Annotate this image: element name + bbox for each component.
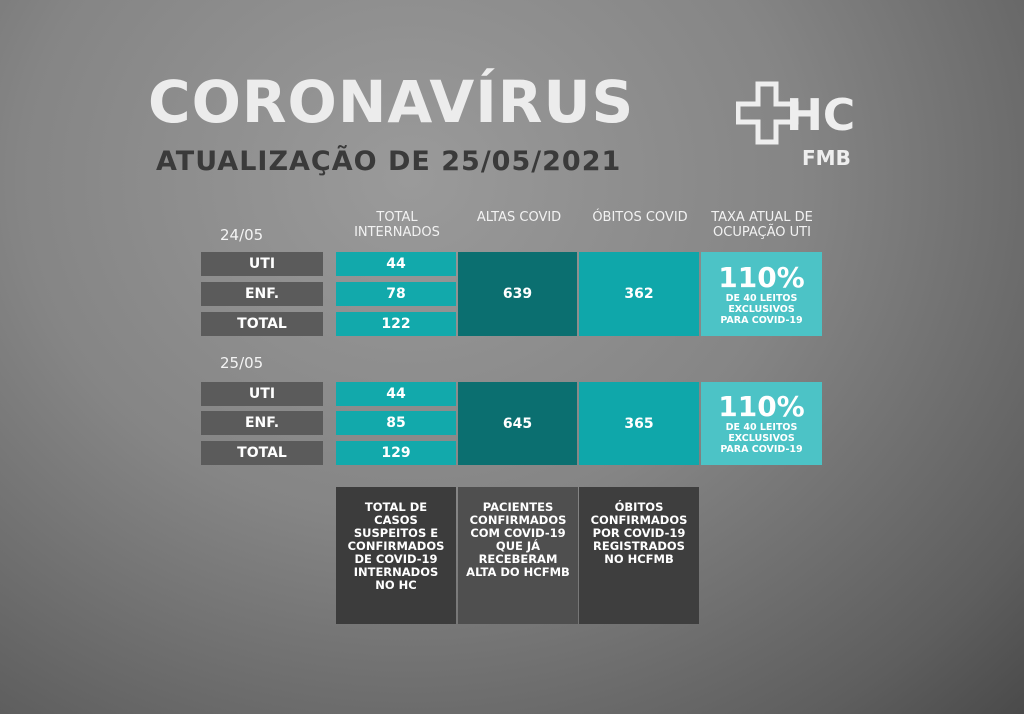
footnote-altas: PACIENTES CONFIRMADOS COM COVID-19 QUE J… xyxy=(458,487,578,624)
taxa-note: DE 40 LEITOS EXCLUSIVOS PARA COVID-19 xyxy=(720,422,803,455)
value-obitos: 365 xyxy=(579,382,699,465)
taxa-value: 110% xyxy=(718,390,805,423)
value-obitos: 362 xyxy=(579,252,699,336)
value-enf: 85 xyxy=(336,411,456,435)
title: CORONAVÍRUS xyxy=(148,68,635,136)
row-label-total: TOTAL xyxy=(201,312,323,336)
value-enf: 78 xyxy=(336,282,456,306)
value-total: 129 xyxy=(336,441,456,465)
header-altas-covid: ALTAS COVID xyxy=(476,210,562,225)
header-total-internados: TOTAL INTERNADOS xyxy=(354,210,440,240)
logo-hc: HC xyxy=(786,90,855,141)
date-label: 25/05 xyxy=(220,354,264,372)
row-label-uti: UTI xyxy=(201,252,323,276)
hc-fmb-logo: HC FMB xyxy=(736,81,855,168)
footnote-internados: TOTAL DE CASOS SUSPEITOS E CONFIRMADOS D… xyxy=(336,487,456,624)
row-label-enf: ENF. xyxy=(201,282,323,306)
value-uti: 44 xyxy=(336,382,456,406)
date-label: 24/05 xyxy=(220,226,264,244)
taxa-value: 110% xyxy=(718,260,805,294)
row-label-total: TOTAL xyxy=(201,441,323,465)
taxa-ocupacao: 110% DE 40 LEITOS EXCLUSIVOS PARA COVID-… xyxy=(701,382,822,465)
taxa-ocupacao: 110% DE 40 LEITOS EXCLUSIVOS PARA COVID-… xyxy=(701,252,822,336)
row-label-enf: ENF. xyxy=(201,411,323,435)
value-total: 122 xyxy=(336,312,456,336)
value-altas: 645 xyxy=(458,382,577,465)
taxa-note: DE 40 LEITOS EXCLUSIVOS PARA COVID-19 xyxy=(720,292,803,326)
footnote-obitos: ÓBITOS CONFIRMADOS POR COVID-19 REGISTRA… xyxy=(579,487,699,624)
row-label-uti: UTI xyxy=(201,382,323,406)
logo-fmb: FMB xyxy=(802,146,851,168)
subtitle: ATUALIZAÇÃO DE 25/05/2021 xyxy=(156,146,622,177)
value-altas: 639 xyxy=(458,252,577,336)
value-uti: 44 xyxy=(336,252,456,276)
header-obitos-covid: ÓBITOS COVID xyxy=(592,210,688,225)
header-taxa-ocupacao: TAXA ATUAL DE OCUPAÇÃO UTI xyxy=(711,210,813,240)
